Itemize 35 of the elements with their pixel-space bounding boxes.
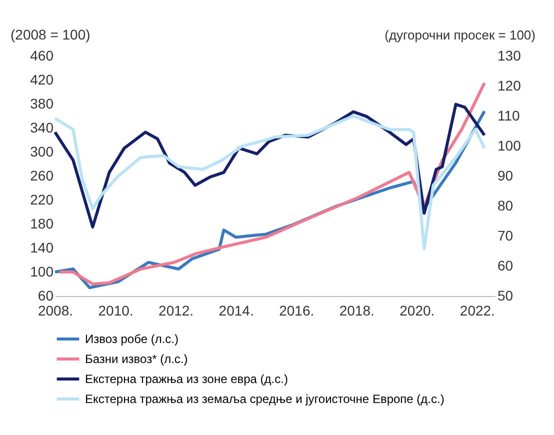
y-tick-label: 220 <box>30 192 54 208</box>
x-tick-label: 2020. <box>400 302 435 318</box>
y-tick-label: 100 <box>30 264 54 280</box>
legend-label: Екстерна тражња из земаља средње и југоисточне Европе (д.с.) <box>85 392 444 406</box>
y-tick-label: 340 <box>30 120 54 136</box>
y2-tick-label: 50 <box>498 288 514 304</box>
x-tick-label: 2010. <box>98 302 134 318</box>
line-series <box>54 114 486 250</box>
y2-tick-label: 60 <box>498 258 514 274</box>
x-tick-label: 2014. <box>218 302 254 318</box>
y2-tick-label: 130 <box>498 48 522 64</box>
y2-tick-label: 110 <box>498 108 520 124</box>
y-axis-title: (2008 = 100) <box>10 26 90 42</box>
legend-label: Екстерна тражња из зоне евра (д.с.) <box>85 372 288 386</box>
x-tick-label: 2012. <box>158 302 194 318</box>
y-tick-label: 260 <box>30 168 54 184</box>
x-tick-label: 2022. <box>460 302 495 318</box>
y-tick-label: 420 <box>30 72 54 88</box>
y-tick-label: 60 <box>38 288 54 304</box>
y2-tick-label: 70 <box>498 228 514 244</box>
x-tick-label: 2016. <box>279 302 314 318</box>
y2-tick-label: 80 <box>498 198 514 214</box>
legend-label: Базни извоз* (л.с.) <box>85 352 188 366</box>
y2-tick-label: 90 <box>498 168 514 184</box>
y2-tick-label: 100 <box>498 138 522 154</box>
y-tick-label: 140 <box>30 240 54 256</box>
y2-axis-title: (дугорочни просек = 100) <box>384 28 536 42</box>
y-tick-label: 460 <box>30 48 54 64</box>
legend-label: Извоз робе (л.с.) <box>85 332 178 346</box>
y-tick-label: 380 <box>30 96 54 112</box>
y-tick-label: 300 <box>30 144 54 160</box>
y-tick-label: 180 <box>30 216 54 232</box>
x-tick-label: 2018. <box>339 302 374 318</box>
x-tick-label: 2008. <box>38 302 74 318</box>
y2-tick-label: 120 <box>498 78 522 94</box>
